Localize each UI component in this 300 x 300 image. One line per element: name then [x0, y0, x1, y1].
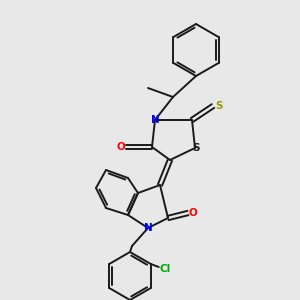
Text: S: S [192, 143, 200, 153]
Text: Cl: Cl [159, 264, 170, 274]
Text: O: O [189, 208, 197, 218]
Text: S: S [215, 101, 223, 111]
Text: N: N [151, 115, 159, 125]
Text: N: N [144, 223, 152, 233]
Text: O: O [117, 142, 125, 152]
